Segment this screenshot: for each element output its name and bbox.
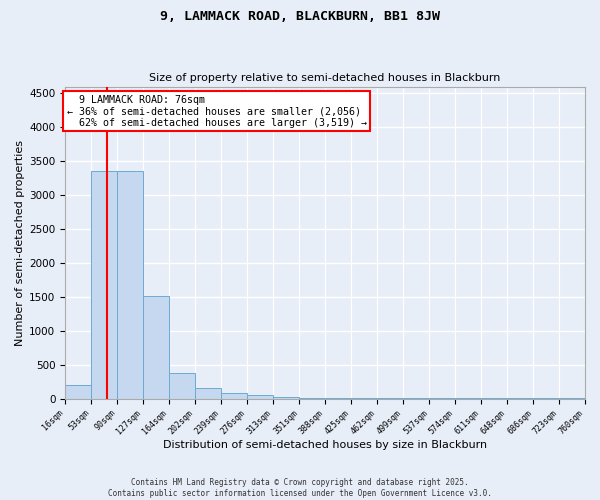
Text: 9 LAMMACK ROAD: 76sqm
← 36% of semi-detached houses are smaller (2,056)
  62% of: 9 LAMMACK ROAD: 76sqm ← 36% of semi-deta…	[67, 94, 367, 128]
X-axis label: Distribution of semi-detached houses by size in Blackburn: Distribution of semi-detached houses by …	[163, 440, 487, 450]
Bar	[117, 170, 143, 398]
Bar	[272, 397, 299, 398]
Bar	[91, 170, 117, 398]
Title: Size of property relative to semi-detached houses in Blackburn: Size of property relative to semi-detach…	[149, 73, 501, 83]
Text: 9, LAMMACK ROAD, BLACKBURN, BB1 8JW: 9, LAMMACK ROAD, BLACKBURN, BB1 8JW	[160, 10, 440, 23]
Text: Contains HM Land Registry data © Crown copyright and database right 2025.
Contai: Contains HM Land Registry data © Crown c…	[108, 478, 492, 498]
Bar	[195, 388, 221, 398]
Bar	[65, 385, 91, 398]
Bar	[221, 393, 247, 398]
Y-axis label: Number of semi-detached properties: Number of semi-detached properties	[15, 140, 25, 346]
Bar	[143, 296, 169, 398]
Bar	[247, 396, 272, 398]
Bar	[169, 374, 195, 398]
